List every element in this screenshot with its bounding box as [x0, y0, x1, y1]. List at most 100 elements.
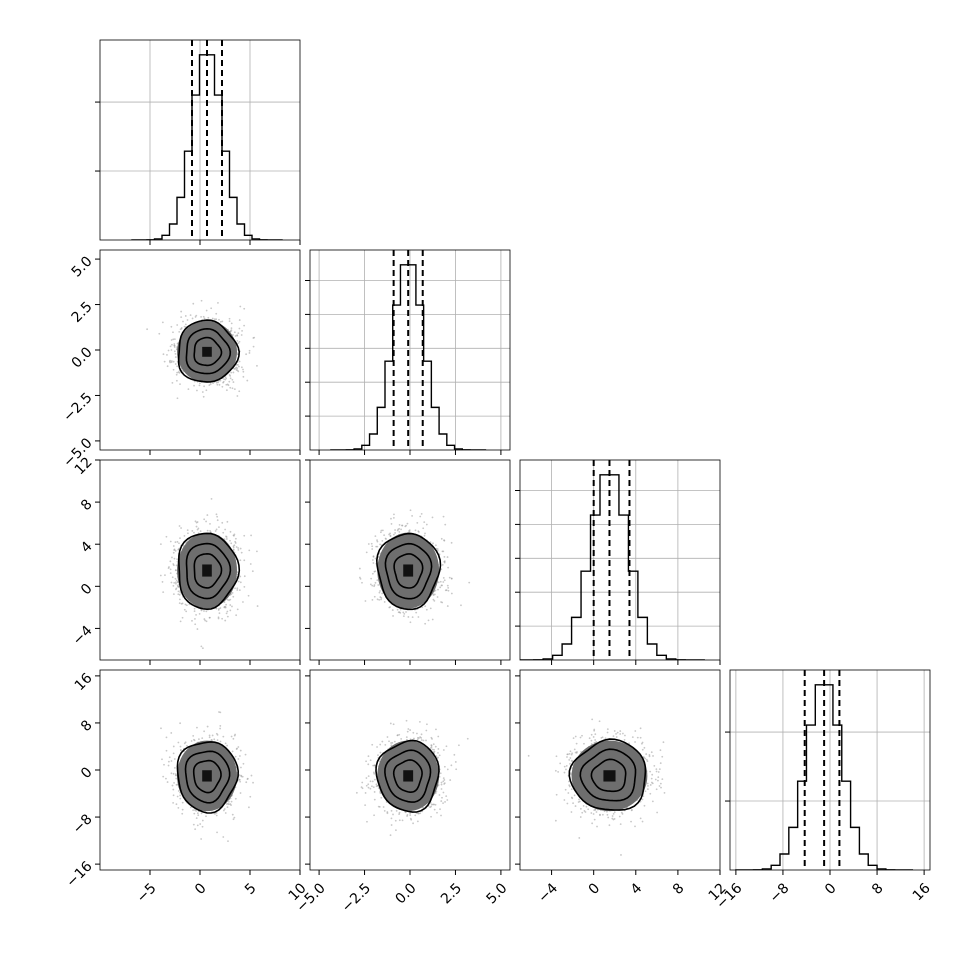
scatter-point [248, 549, 251, 552]
scatter-point [411, 616, 414, 619]
scatter-point [173, 343, 176, 345]
scatter-point [172, 772, 175, 775]
scatter-point [379, 590, 381, 592]
contour-line [384, 542, 433, 600]
scatter-point [365, 551, 368, 554]
scatter-point [170, 325, 173, 328]
scatter-point [178, 602, 181, 605]
scatter-point [175, 379, 178, 382]
scatter-point [189, 806, 192, 809]
scatter-point [468, 581, 471, 584]
scatter-point [193, 607, 196, 610]
scatter-point [231, 591, 234, 594]
scatter-point [172, 584, 175, 587]
scatter-point [425, 523, 428, 526]
scatter-point [236, 608, 239, 611]
scatter-point [173, 338, 176, 341]
scatter-point [232, 334, 234, 336]
scatter-point [358, 576, 361, 579]
scatter-point [229, 539, 231, 542]
scatter-point [195, 314, 198, 317]
scatter-point [405, 611, 407, 613]
scatter-point [450, 541, 453, 544]
scatter-point [442, 576, 445, 579]
scatter-point [235, 546, 238, 548]
scatter-point [373, 584, 376, 586]
scatter-point [179, 328, 182, 331]
panel-2-2 [515, 459, 721, 665]
scatter-point [443, 539, 445, 542]
scatter-point [432, 598, 435, 601]
density-core [202, 564, 212, 577]
scatter-point [231, 378, 234, 381]
scatter-point [447, 566, 450, 569]
scatter-point [209, 383, 212, 385]
scatter-point [183, 608, 186, 611]
scatter-point [442, 581, 445, 583]
scatter-point [172, 338, 175, 341]
scatter-point [422, 527, 425, 530]
scatter-point [228, 320, 231, 323]
scatter-point [443, 579, 446, 582]
scatter-point [219, 607, 222, 609]
scatter-point [215, 381, 218, 384]
scatter-point [222, 531, 225, 534]
scatter-point [376, 539, 378, 542]
scatter-point [417, 616, 420, 618]
scatter-point [180, 316, 183, 319]
scatter-point [164, 574, 166, 577]
scatter-point [229, 604, 232, 606]
y-tick-label: 4 [78, 538, 96, 556]
scatter-point [170, 760, 173, 762]
scatter-point [225, 612, 228, 615]
scatter-point [237, 746, 240, 748]
scatter-point [249, 563, 252, 565]
scatter-point [443, 561, 446, 564]
scatter-point [445, 589, 448, 592]
scatter-point [371, 598, 374, 601]
scatter-point [242, 601, 244, 603]
scatter-point [446, 584, 449, 587]
scatter-point [373, 595, 376, 598]
scatter-point [205, 309, 208, 312]
scatter-point [194, 520, 197, 523]
scatter-point [361, 581, 363, 584]
scatter-point [450, 592, 453, 595]
scatter-point [367, 543, 370, 545]
scatter-point [222, 735, 225, 738]
scatter-point [436, 548, 439, 550]
scatter-point [376, 540, 379, 543]
scatter-point [407, 616, 410, 618]
scatter-point [230, 735, 233, 738]
scatter-point [236, 339, 239, 342]
scatter-point [236, 587, 239, 590]
scatter-point [178, 598, 181, 601]
scatter-point [408, 530, 411, 533]
scatter-point [416, 521, 419, 524]
scatter-point [214, 530, 217, 532]
scatter-point [240, 551, 243, 554]
scatter-point [187, 532, 189, 535]
scatter-point [239, 305, 242, 308]
scatter-point [179, 745, 182, 748]
scatter-point [237, 332, 240, 335]
scatter-point [198, 384, 201, 387]
scatter-point [376, 598, 379, 601]
scatter-point [440, 568, 443, 571]
scatter-point [171, 381, 174, 384]
scatter-point [423, 521, 426, 524]
scatter-point [177, 590, 180, 593]
scatter-point [181, 602, 184, 605]
scatter-point [177, 548, 180, 551]
scatter-point [200, 838, 203, 840]
scatter-point [217, 302, 219, 304]
scatter-point [181, 808, 184, 811]
scatter-point [442, 550, 445, 553]
panel-0-0 [95, 39, 301, 245]
scatter-point [440, 537, 443, 540]
scatter-point [225, 603, 228, 606]
scatter-point [215, 318, 218, 321]
scatter-point [215, 312, 218, 315]
scatter-point [215, 528, 218, 531]
scatter-point [169, 572, 172, 575]
